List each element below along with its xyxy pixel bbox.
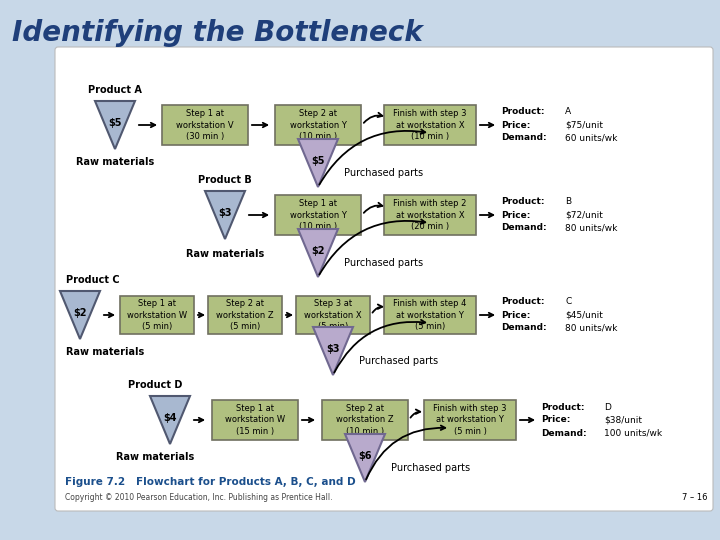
Text: Purchased parts: Purchased parts bbox=[344, 168, 423, 178]
Text: 80 units/wk: 80 units/wk bbox=[565, 224, 617, 233]
Text: 100 units/wk: 100 units/wk bbox=[604, 429, 662, 437]
Text: Price:: Price: bbox=[501, 120, 531, 130]
Text: 60 units/wk: 60 units/wk bbox=[565, 133, 617, 143]
Text: Raw materials: Raw materials bbox=[186, 249, 264, 259]
FancyBboxPatch shape bbox=[212, 400, 298, 440]
FancyBboxPatch shape bbox=[384, 105, 476, 145]
FancyBboxPatch shape bbox=[296, 296, 370, 334]
Text: $2: $2 bbox=[73, 308, 86, 318]
Text: Product D: Product D bbox=[128, 380, 182, 390]
Text: A: A bbox=[565, 107, 571, 117]
Text: Product:: Product: bbox=[501, 107, 544, 117]
Text: Purchased parts: Purchased parts bbox=[391, 463, 470, 473]
FancyBboxPatch shape bbox=[275, 105, 361, 145]
Text: Product:: Product: bbox=[501, 198, 544, 206]
Text: Product C: Product C bbox=[66, 275, 120, 285]
FancyBboxPatch shape bbox=[162, 105, 248, 145]
Text: Demand:: Demand: bbox=[501, 323, 546, 333]
Text: Step 2 at
workstation Z
(5 min): Step 2 at workstation Z (5 min) bbox=[216, 299, 274, 330]
Text: Identifying the Bottleneck: Identifying the Bottleneck bbox=[12, 19, 423, 47]
Text: Step 2 at
workstation Z
(10 min ): Step 2 at workstation Z (10 min ) bbox=[336, 404, 394, 436]
Text: Step 1 at
workstation W
(5 min): Step 1 at workstation W (5 min) bbox=[127, 299, 187, 330]
Text: Step 1 at
workstation V
(30 min ): Step 1 at workstation V (30 min ) bbox=[176, 110, 234, 140]
Text: $38/unit: $38/unit bbox=[604, 415, 642, 424]
Text: Step 1 at
workstation Y
(10 min ): Step 1 at workstation Y (10 min ) bbox=[289, 199, 346, 231]
FancyBboxPatch shape bbox=[275, 195, 361, 235]
Text: Product:: Product: bbox=[541, 402, 585, 411]
Text: D: D bbox=[604, 402, 611, 411]
Polygon shape bbox=[313, 327, 353, 375]
Text: Price:: Price: bbox=[501, 310, 531, 320]
Polygon shape bbox=[205, 191, 245, 239]
Text: Step 2 at
workstation Y
(10 min ): Step 2 at workstation Y (10 min ) bbox=[289, 110, 346, 140]
Text: Step 1 at
workstation W
(15 min ): Step 1 at workstation W (15 min ) bbox=[225, 404, 285, 436]
Text: Purchased parts: Purchased parts bbox=[359, 356, 438, 366]
Text: $75/unit: $75/unit bbox=[565, 120, 603, 130]
Text: Demand:: Demand: bbox=[501, 224, 546, 233]
Text: $3: $3 bbox=[218, 207, 232, 218]
Text: 80 units/wk: 80 units/wk bbox=[565, 323, 617, 333]
Text: Raw materials: Raw materials bbox=[66, 347, 144, 357]
Text: 7 – 16: 7 – 16 bbox=[683, 492, 708, 502]
Polygon shape bbox=[95, 101, 135, 149]
Text: Demand:: Demand: bbox=[541, 429, 587, 437]
Polygon shape bbox=[150, 396, 190, 444]
FancyBboxPatch shape bbox=[384, 296, 476, 334]
FancyBboxPatch shape bbox=[322, 400, 408, 440]
Text: $6: $6 bbox=[359, 450, 372, 461]
Text: Product:: Product: bbox=[501, 298, 544, 307]
Polygon shape bbox=[60, 291, 100, 339]
Text: $2: $2 bbox=[311, 246, 325, 255]
Text: Figure 7.2   Flowchart for Products A, B, C, and D: Figure 7.2 Flowchart for Products A, B, … bbox=[65, 477, 356, 487]
Polygon shape bbox=[298, 139, 338, 187]
Text: $4: $4 bbox=[163, 413, 176, 423]
FancyBboxPatch shape bbox=[384, 195, 476, 235]
FancyBboxPatch shape bbox=[424, 400, 516, 440]
Text: Finish with step 2
at workstation X
(20 min ): Finish with step 2 at workstation X (20 … bbox=[393, 199, 467, 231]
Text: Price:: Price: bbox=[501, 211, 531, 219]
Polygon shape bbox=[345, 434, 385, 482]
Text: $72/unit: $72/unit bbox=[565, 211, 603, 219]
Text: Finish with step 3
at workstation Y
(5 min ): Finish with step 3 at workstation Y (5 m… bbox=[433, 404, 507, 436]
Text: B: B bbox=[565, 198, 571, 206]
Text: $3: $3 bbox=[326, 343, 340, 354]
Text: Raw materials: Raw materials bbox=[116, 452, 194, 462]
FancyBboxPatch shape bbox=[55, 47, 713, 511]
Text: Raw materials: Raw materials bbox=[76, 157, 154, 167]
Text: Step 3 at
workstation X
(5 min): Step 3 at workstation X (5 min) bbox=[304, 299, 362, 330]
Polygon shape bbox=[298, 229, 338, 277]
Text: Finish with step 4
at workstation Y
(5 min): Finish with step 4 at workstation Y (5 m… bbox=[393, 299, 467, 330]
Text: $45/unit: $45/unit bbox=[565, 310, 603, 320]
Text: $5: $5 bbox=[311, 156, 325, 166]
FancyBboxPatch shape bbox=[208, 296, 282, 334]
Text: $5: $5 bbox=[108, 118, 122, 127]
Text: C: C bbox=[565, 298, 571, 307]
Text: Copyright © 2010 Pearson Education, Inc. Publishing as Prentice Hall.: Copyright © 2010 Pearson Education, Inc.… bbox=[65, 492, 333, 502]
Text: Price:: Price: bbox=[541, 415, 570, 424]
Text: Purchased parts: Purchased parts bbox=[344, 258, 423, 268]
Text: Product B: Product B bbox=[198, 175, 252, 185]
Text: Demand:: Demand: bbox=[501, 133, 546, 143]
FancyBboxPatch shape bbox=[120, 296, 194, 334]
FancyBboxPatch shape bbox=[0, 0, 720, 60]
Text: Product A: Product A bbox=[88, 85, 142, 95]
Text: Finish with step 3
at workstation X
(10 min ): Finish with step 3 at workstation X (10 … bbox=[393, 110, 467, 140]
